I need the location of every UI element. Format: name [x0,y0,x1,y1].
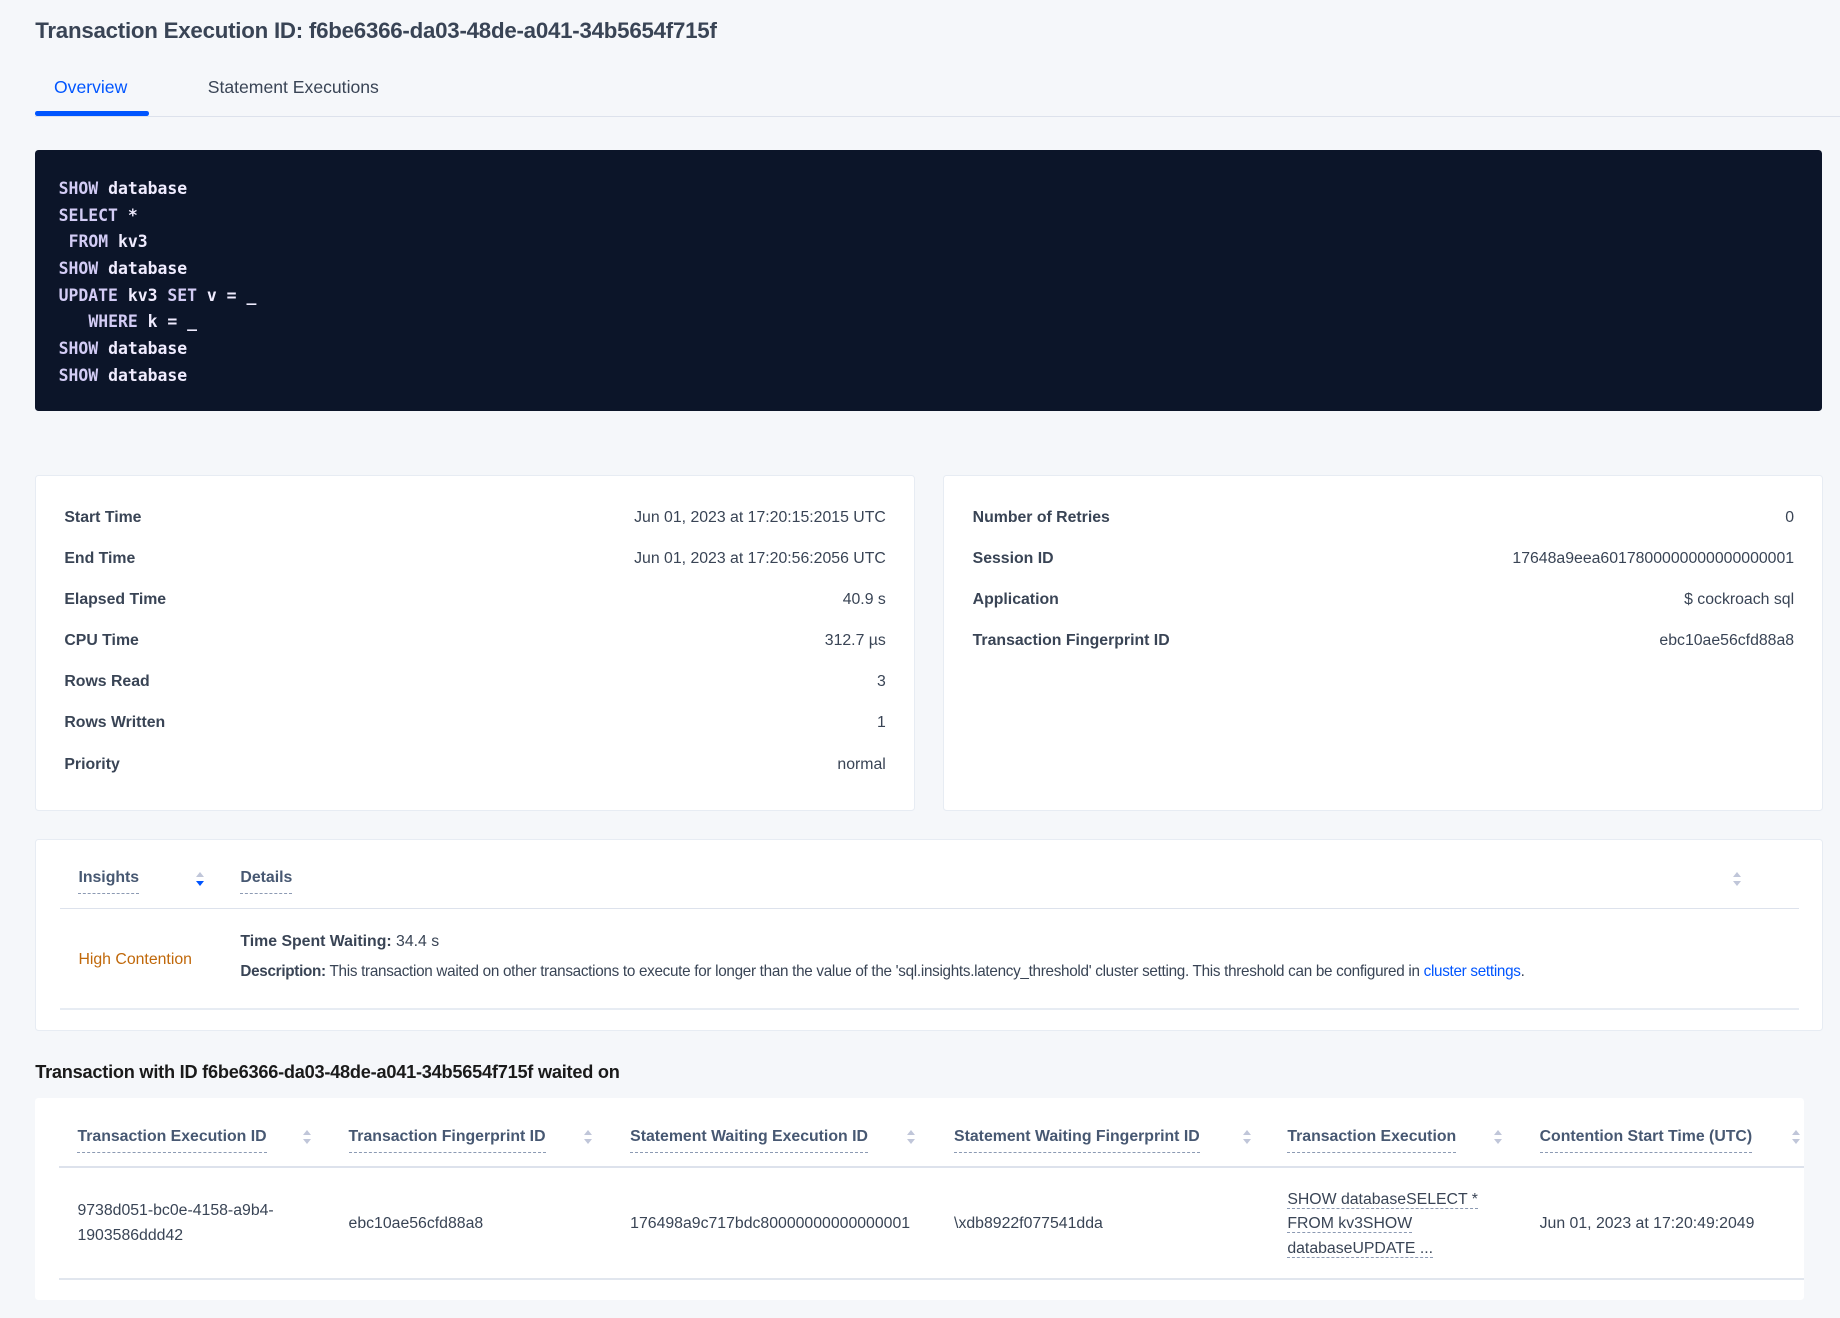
summary-row: Session ID 17648a9eea60178000000000000000… [973,550,1794,573]
sort-icon[interactable] [302,1130,312,1146]
cell-text: 1903586ddd42 [77,1226,184,1244]
statement-waiting-fingerprint-id[interactable]: \xdb8922f077541dda [954,1215,1103,1233]
summary-row: End Time Jun 01, 2023 at 17:20:56:2056 UT… [64,550,885,573]
cluster-settings-link[interactable]: cluster settings [1423,962,1521,980]
cell-text: FROM kv3SHOW [1287,1215,1413,1234]
sql-line: UPDATE kv3 SET v = _ [58,285,257,305]
summary-label: Elapsed Time [64,591,167,609]
sql-line: SELECT * [58,205,138,225]
summary-card-right: Number of Retries 0 Session ID 17648a9eea60… [943,475,1824,811]
summary-row: Priority normal [64,756,885,779]
summary-value: 312.7 µs [824,632,886,650]
summary-value: 1 [877,714,886,732]
cell-text: SHOW databaseSELECT * [1287,1190,1478,1209]
sql-line: SHOW database [58,365,188,385]
insights-column-header[interactable]: Insights [78,869,140,895]
summary-row: Application $ cockroach sql [973,591,1794,614]
divider [58,1277,1804,1281]
active-tab-indicator [35,111,150,117]
column-header[interactable]: Transaction Execution [1287,1128,1457,1153]
summary-value: $ cockroach sql [1684,591,1795,609]
summary-row: Rows Read 3 [64,673,885,696]
sort-icon[interactable] [907,1130,916,1146]
description-label: Description: [240,962,326,980]
divider [59,1007,1799,1011]
transaction-fingerprint-id[interactable]: ebc10ae56cfd88a8 [348,1215,484,1233]
sort-icon[interactable] [584,1130,593,1146]
sort-icon[interactable] [1733,871,1742,888]
summary-label: Number of Retries [972,509,1110,527]
summary-row: Rows Written 1 [64,714,885,737]
divider [58,1166,1804,1168]
tab-overview[interactable]: Overview [53,77,128,98]
summary-value: Jun 01, 2023 at 17:20:15:2015 UTC [634,509,886,527]
statement-waiting-execution-id[interactable]: 176498a9c717bdc80000000000000001 [630,1215,911,1233]
column-header[interactable]: Transaction Fingerprint ID [348,1128,546,1153]
waited-on-table: Transaction Execution ID Transaction Fing… [35,1098,1804,1301]
summary-value: Jun 01, 2023 at 17:20:56:2056 UTC [634,550,886,568]
summary-value: 17648a9eea6017800000000000000001 [1512,550,1795,568]
time-value: 34.4 s [391,933,440,951]
column-header[interactable]: Statement Waiting Fingerprint ID [954,1128,1200,1153]
summary-label: Transaction Fingerprint ID [972,632,1170,650]
column-header[interactable]: Transaction Execution ID [77,1128,267,1153]
details-column-header: Details [240,869,293,895]
sort-icon[interactable] [1791,1130,1801,1146]
sql-line: SHOW database [58,338,188,358]
summary-label: CPU Time [64,632,139,650]
time-spent-waiting: Time Spent Waiting: 34.4 s [240,930,439,955]
waited-on-heading: Transaction with ID f6be6366-da03-48de-a… [35,1062,620,1083]
summary-value: 3 [877,673,886,691]
cell-text: 9738d051-bc0e-4158-a9b4- [77,1202,274,1220]
summary-label: Rows Read [64,673,150,691]
summary-label: Application [972,591,1059,609]
tab-statement-executions[interactable]: Statement Executions [207,77,379,98]
sql-line: SHOW database [58,179,188,199]
summary-value: 0 [1785,509,1795,527]
summary-card-left: Start Time Jun 01, 2023 at 17:20:15:2015 … [35,475,915,811]
insight-description: Description: This transaction waited on … [240,960,1525,985]
summary-label: Priority [64,755,120,773]
insights-card: Insights Details High Contention Time Sp… [35,839,1824,1032]
description-end: . [1520,962,1525,980]
tab-bar: Overview Statement Executions [35,70,1840,118]
summary-label: Rows Written [64,714,166,732]
transaction-execution-query[interactable]: SHOW databaseSELECT * FROM kv3SHOW databas… [1287,1188,1478,1262]
column-header[interactable]: Contention Start Time (UTC) [1539,1128,1753,1153]
sql-code-block: SHOW database SELECT * FROM kv3 SHOW datab… [35,150,1823,411]
sort-icon[interactable] [1242,1130,1252,1146]
summary-row: CPU Time 312.7 µs [64,632,885,655]
cell-text: databaseUPDATE ... [1287,1239,1434,1258]
summary-row: Transaction Fingerprint ID ebc10ae56cfd88… [973,632,1794,655]
sql-line: WHERE k = _ [88,312,198,332]
sort-icon[interactable] [1493,1130,1503,1146]
sql-text: SHOW database SELECT * FROM kv3 SHOW datab… [59,176,257,389]
summary-value: normal [837,755,886,773]
fingerprint-link[interactable]: ebc10ae56cfd88a8 [1659,632,1795,650]
description-text: This transaction waited on other transac… [325,962,1424,980]
summary-row: Number of Retries 0 [973,509,1794,532]
time-label: Time Spent Waiting: [240,933,392,951]
divider [59,908,1799,910]
transaction-execution-id[interactable]: 9738d051-bc0e-4158-a9b4- 1903586ddd42 [77,1199,273,1248]
summary-row: Start Time Jun 01, 2023 at 17:20:15:2015 … [64,509,885,532]
contention-start-time: Jun 01, 2023 at 17:20:49:2049 [1539,1215,1755,1233]
sql-line: FROM kv3 [68,232,148,252]
summary-row: Elapsed Time 40.9 s [64,591,885,614]
sql-line: SHOW database [58,258,188,278]
column-header[interactable]: Statement Waiting Execution ID [630,1128,868,1153]
summary-label: Start Time [64,509,142,527]
page-title: Transaction Execution ID: f6be6366-da03-… [35,17,717,43]
summary-value: 40.9 s [842,591,886,609]
insight-type: High Contention [78,951,192,968]
summary-label: End Time [64,550,136,568]
sort-icon[interactable] [195,871,205,888]
summary-label: Session ID [972,550,1054,568]
